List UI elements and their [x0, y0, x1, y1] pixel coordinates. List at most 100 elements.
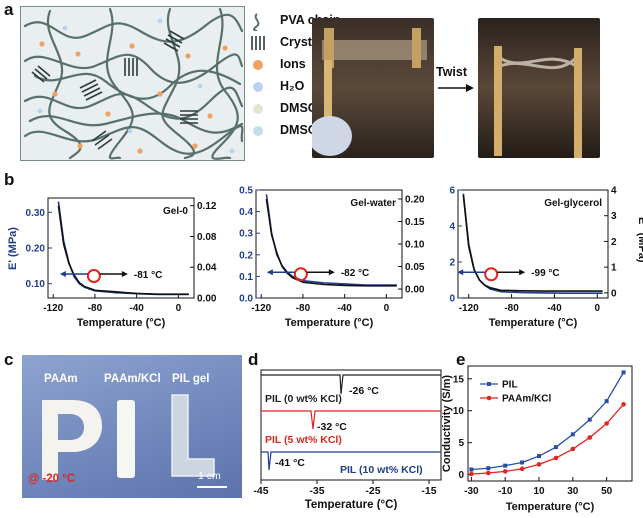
x-tick-label: -120 — [43, 303, 63, 314]
y2-tick-label: 0.20 — [405, 195, 425, 206]
right-axis-label: E'' (MPa) — [636, 217, 643, 263]
series-line-1 — [471, 404, 623, 474]
blue-dot-icon — [252, 81, 264, 93]
trace-label-5wt: PIL (5 wt% KCl) — [265, 434, 342, 446]
dma-chart-gel-glycerol: -120 -80 -40 0 0 2 4 6 0 1 2 3 4 -99 °C Gel-glycerol Te… — [428, 182, 643, 330]
scale-bar-label: 1 cm — [198, 470, 221, 482]
dma-chart-gel-0: -120 -80 -40 0 0.10 0.20 0.30 0.00 0.04 0.08 0.12 -… — [6, 190, 226, 330]
gel-letters-photo: PAAm PAAm/KCl PIL gel @ -20 °C 1 cm — [22, 355, 242, 498]
y-tick-label: 0.3 — [239, 229, 253, 240]
data-point — [605, 399, 609, 403]
y-axis-label: Conductivity (S/m) — [441, 375, 453, 473]
y2-tick-label: 0.15 — [405, 217, 425, 228]
legend-label-h2o: H₂O — [280, 79, 304, 93]
peak-label-0wt: -26 °C — [349, 385, 379, 397]
y2-tick-label: 0.00 — [197, 294, 217, 305]
chart-title: Gel-0 — [163, 206, 188, 217]
peak-label-10wt: -41 °C — [275, 457, 305, 469]
peak-label-5wt: -32 °C — [317, 421, 347, 433]
wavy-line-icon — [250, 13, 264, 31]
dsc-xtick-0: -45 — [253, 485, 268, 497]
transition-marker — [485, 268, 497, 280]
x-tick-label: -10 — [498, 486, 513, 497]
hydrogel-network-schematic — [20, 6, 245, 161]
x-tick-label: -80 — [504, 303, 519, 314]
data-point — [571, 447, 576, 452]
y2-tick-label: 0.12 — [197, 201, 217, 212]
y-tick-label: 5 — [458, 438, 464, 449]
dsc-xtick-3: -15 — [421, 485, 436, 497]
chart-title: Gel-glycerol — [544, 198, 602, 209]
y-tick-label: 0.1 — [239, 272, 253, 283]
y2-tick-label: 0.05 — [405, 262, 425, 273]
x-axis-label: Temperature (°C) — [489, 317, 578, 329]
data-point — [537, 462, 542, 467]
series-line-0 — [471, 372, 623, 469]
data-point — [469, 468, 473, 472]
data-point — [621, 402, 626, 407]
x-tick-label: 50 — [601, 486, 613, 497]
y-tick-label: 0 — [458, 470, 464, 481]
data-point — [587, 435, 592, 440]
data-point — [503, 464, 507, 468]
trace-label-10wt: PIL (10 wt% KCl) — [340, 464, 423, 476]
arrow-right-head — [519, 269, 525, 275]
y2-tick-label: 4 — [611, 186, 617, 197]
x-tick-label: -120 — [459, 303, 479, 314]
data-point — [571, 432, 575, 436]
y2-tick-label: 3 — [611, 211, 617, 222]
transition-label: -82 °C — [341, 268, 369, 279]
twist-arrow-icon — [436, 82, 476, 94]
data-point — [537, 454, 541, 458]
y2-tick-label: 1 — [611, 263, 617, 274]
photo-temperature-label: @ -20 °C — [28, 473, 75, 485]
x-axis-label: Temperature (°C) — [506, 501, 595, 513]
chart-title: Gel-water — [350, 198, 396, 209]
x-tick-label: -40 — [547, 303, 562, 314]
twist-label: Twist — [436, 65, 467, 79]
legend-label: PAAm/KCl — [502, 394, 551, 405]
dsc-xlabel: Temperature (°C) — [305, 499, 398, 510]
green-dot-icon — [252, 103, 264, 115]
y-tick-label: 6 — [449, 186, 455, 197]
data-point — [588, 418, 592, 422]
data-point — [503, 469, 508, 474]
y-tick-label: 10 — [453, 406, 465, 417]
y-tick-label: 0.0 — [239, 294, 253, 305]
data-point — [554, 456, 559, 461]
data-point — [520, 460, 524, 464]
data-point — [469, 472, 474, 477]
data-point — [622, 370, 626, 374]
lightblue-dot-icon — [252, 125, 264, 137]
conductivity-chart: -30 -10 10 30 50 0 5 10 15 PIL PAAm/KCl Temperature… — [440, 358, 640, 513]
dma-chart-gel-water: -120 -80 -40 0 0.0 0.1 0.2 0.3 0.4 0.5 0.00 0.05 0.1… — [222, 182, 432, 330]
panel-a-letter: a — [4, 0, 13, 20]
x-tick-label: 0 — [384, 303, 390, 314]
dsc-xtick-2: -25 — [365, 485, 380, 497]
data-point — [604, 421, 609, 426]
arrow-left-head — [267, 269, 273, 275]
y-tick-label: 0.4 — [239, 207, 253, 218]
legend-marker — [487, 396, 492, 401]
y-tick-label: 0.20 — [26, 244, 46, 255]
gel-strip-photo — [312, 18, 434, 158]
y-tick-label: 4 — [449, 222, 455, 233]
transition-label: -81 °C — [134, 270, 162, 281]
y-tick-label: 0.10 — [26, 279, 46, 290]
left-axis-label: E' (MPa) — [7, 227, 19, 270]
arrow-right-head — [329, 269, 335, 275]
transition-marker — [295, 268, 307, 280]
y2-tick-label: 2 — [611, 237, 617, 248]
x-axis-label: Temperature (°C) — [77, 317, 166, 329]
x-tick-label: 10 — [533, 486, 545, 497]
x-tick-label: 0 — [595, 303, 601, 314]
data-point — [486, 471, 491, 476]
crystallite-icon — [250, 35, 266, 51]
dsc-trace-5wt — [261, 411, 441, 429]
data-point — [486, 466, 490, 470]
legend-marker — [487, 382, 491, 386]
panel-c-letter: c — [4, 350, 13, 370]
arrow-left-head — [60, 271, 66, 277]
twisted-gel-photo — [478, 18, 600, 158]
orange-dot-icon — [252, 59, 264, 71]
